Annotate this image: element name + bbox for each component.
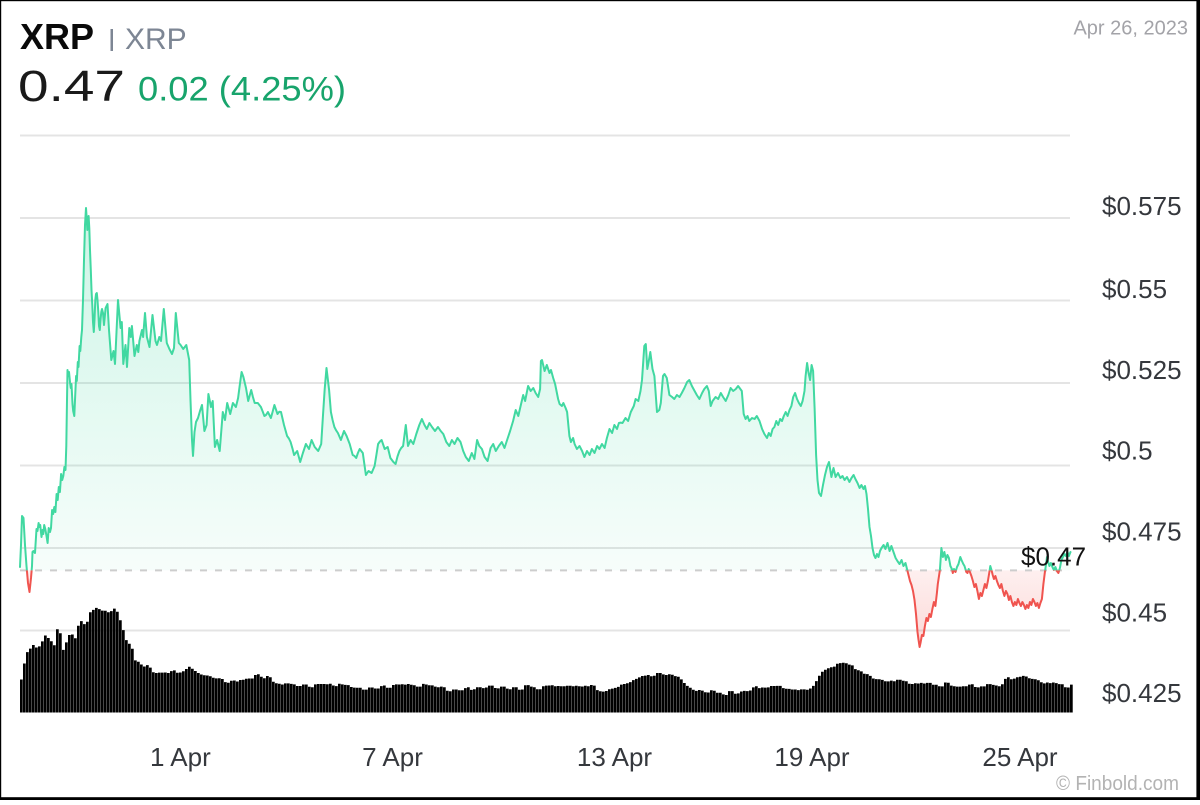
svg-text:$0.475: $0.475 [1102,517,1182,547]
svg-text:7 Apr: 7 Apr [362,742,423,772]
svg-text:$0.47: $0.47 [1021,542,1086,572]
svg-text:XRP: XRP [125,23,187,56]
svg-text:13 Apr: 13 Apr [577,742,653,772]
svg-text:19 Apr: 19 Apr [774,742,850,772]
svg-text:XRP: XRP [20,16,94,57]
svg-text:$0.5: $0.5 [1102,436,1153,466]
svg-text:$0.45: $0.45 [1102,598,1167,628]
svg-text:© Finbold.com: © Finbold.com [1056,773,1179,795]
svg-text:1 Apr: 1 Apr [150,742,211,772]
svg-text:Apr 26, 2023: Apr 26, 2023 [1073,18,1188,40]
svg-text:0.02 (4.25%): 0.02 (4.25%) [138,71,346,109]
svg-text:$0.55: $0.55 [1102,274,1167,304]
svg-text:$0.425: $0.425 [1102,678,1182,708]
svg-text:25 Apr: 25 Apr [982,742,1058,772]
svg-text:$0.575: $0.575 [1102,191,1182,221]
svg-text:$0.525: $0.525 [1102,355,1182,385]
svg-text:0.47: 0.47 [18,62,125,111]
